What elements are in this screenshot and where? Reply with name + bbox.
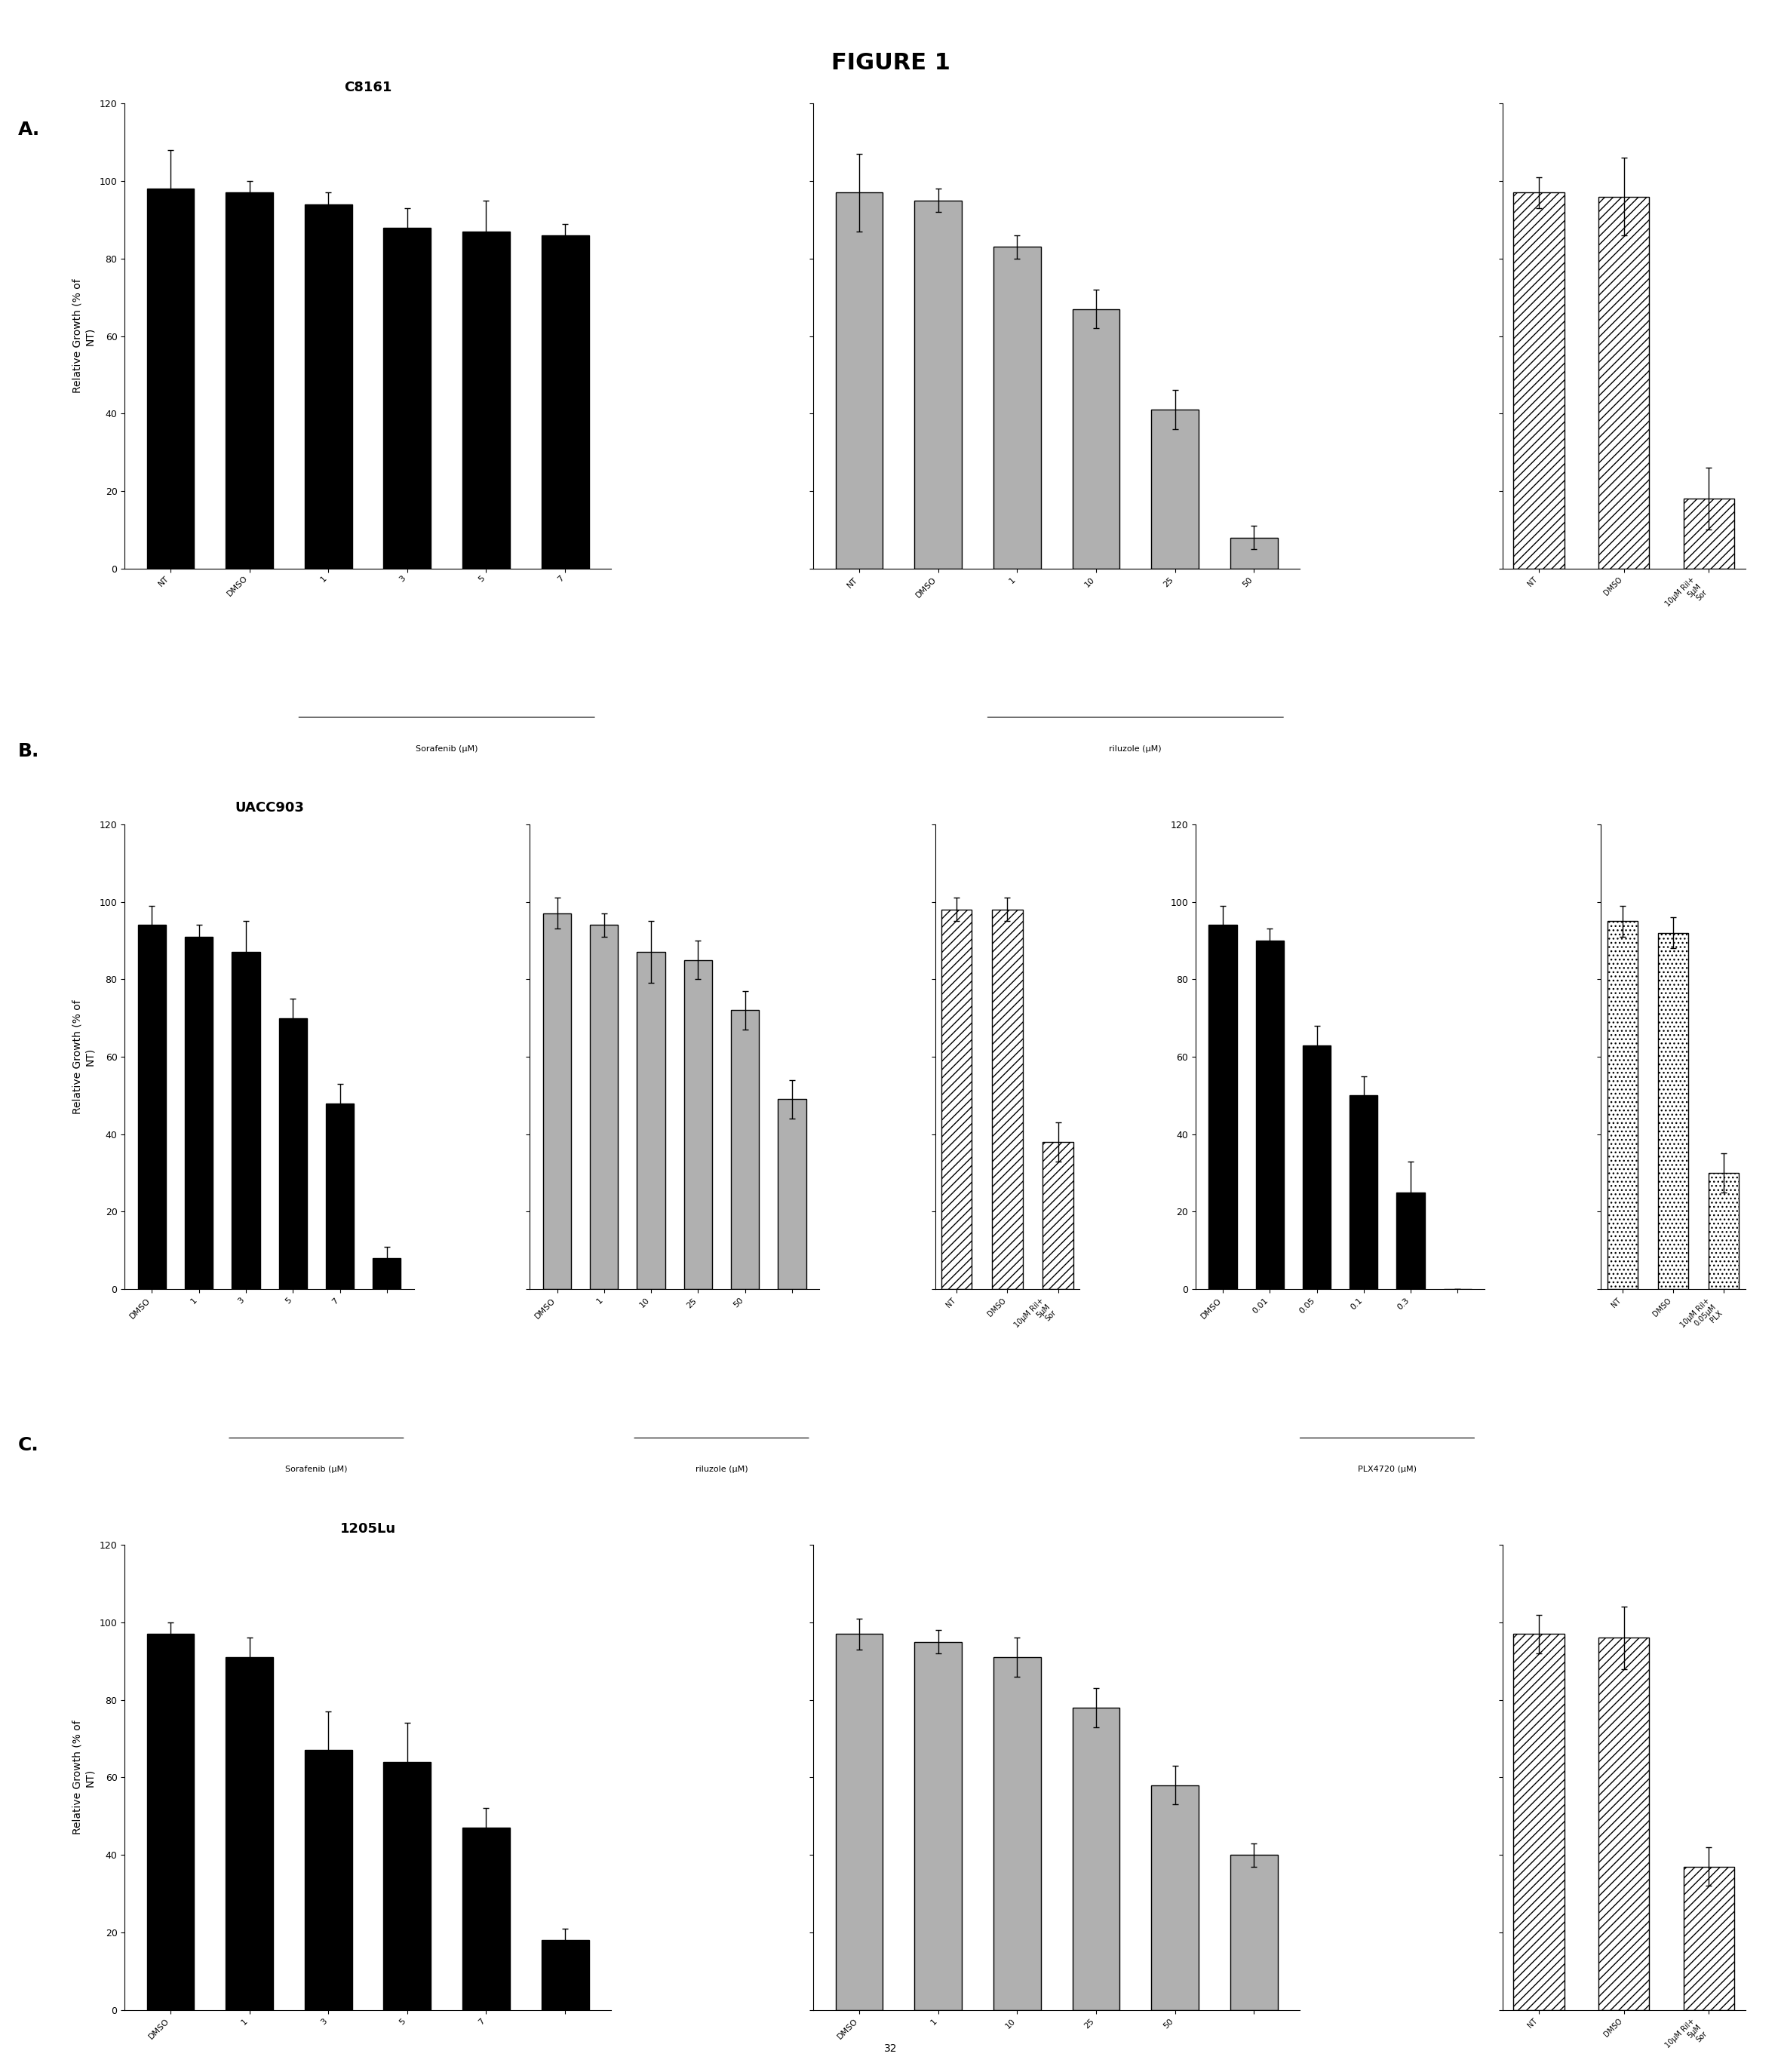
Bar	[1302, 1044, 1330, 1289]
Bar	[1044, 1142, 1074, 1289]
Bar	[541, 1939, 590, 2010]
Bar	[1231, 1854, 1277, 2010]
Bar	[1708, 1173, 1738, 1289]
Bar	[942, 910, 972, 1289]
Text: riluzole (μM): riluzole (μM)	[695, 1465, 748, 1473]
Bar	[1151, 410, 1199, 568]
Text: C.: C.	[18, 1436, 39, 1455]
Bar	[590, 924, 618, 1289]
Bar	[1396, 1191, 1425, 1289]
Bar	[383, 228, 431, 568]
Bar	[994, 247, 1040, 568]
Bar	[994, 1658, 1040, 2010]
Bar	[1072, 1707, 1120, 2010]
Bar	[543, 914, 572, 1289]
Text: PLX4720 (μM): PLX4720 (μM)	[1357, 1465, 1416, 1473]
Bar	[146, 1635, 194, 2010]
Bar	[1209, 924, 1236, 1289]
Bar	[1514, 193, 1564, 568]
Bar	[541, 236, 590, 568]
Bar	[1683, 499, 1735, 568]
Title: C8161: C8161	[344, 81, 392, 93]
Bar	[326, 1102, 354, 1289]
Bar	[835, 193, 883, 568]
Bar	[463, 232, 509, 568]
Bar	[146, 189, 194, 568]
Bar	[1683, 1867, 1735, 2010]
Bar	[185, 937, 214, 1289]
Bar	[992, 910, 1022, 1289]
Text: A.: A.	[18, 120, 39, 139]
Bar	[232, 953, 260, 1289]
Text: Sorafenib (μM): Sorafenib (μM)	[285, 1465, 347, 1473]
Bar	[463, 1828, 509, 2010]
Bar	[137, 924, 166, 1289]
Bar	[372, 1258, 401, 1289]
Bar	[835, 1635, 883, 2010]
Bar	[684, 959, 712, 1289]
Bar	[1606, 922, 1637, 1289]
Text: B.: B.	[18, 742, 39, 760]
Bar	[1350, 1096, 1378, 1289]
Bar	[226, 193, 272, 568]
Title: UACC903: UACC903	[235, 802, 305, 814]
Bar	[1514, 1635, 1564, 2010]
Bar	[778, 1100, 807, 1289]
Bar	[1598, 1637, 1649, 2010]
Bar	[305, 1751, 353, 2010]
Bar	[280, 1017, 306, 1289]
Text: FIGURE 1: FIGURE 1	[832, 52, 949, 75]
Bar	[226, 1658, 272, 2010]
Bar	[1598, 197, 1649, 568]
Bar	[1231, 537, 1277, 568]
Bar	[383, 1761, 431, 2010]
Bar	[1658, 932, 1688, 1289]
Title: 1205Lu: 1205Lu	[340, 1521, 395, 1535]
Text: Sorafenib (μM): Sorafenib (μM)	[415, 746, 477, 752]
Bar	[305, 205, 353, 568]
Bar	[1151, 1786, 1199, 2010]
Bar	[730, 1011, 759, 1289]
Y-axis label: Relative Growth (% of
NT): Relative Growth (% of NT)	[73, 1720, 94, 1834]
Bar	[914, 201, 962, 568]
Y-axis label: Relative Growth (% of
NT): Relative Growth (% of NT)	[73, 999, 94, 1115]
Bar	[1256, 941, 1284, 1289]
Text: riluzole (μM): riluzole (μM)	[1110, 746, 1161, 752]
Text: 32: 32	[883, 2043, 898, 2053]
Y-axis label: Relative Growth (% of
NT): Relative Growth (% of NT)	[73, 280, 94, 394]
Bar	[1072, 309, 1120, 568]
Bar	[638, 953, 664, 1289]
Bar	[914, 1641, 962, 2010]
